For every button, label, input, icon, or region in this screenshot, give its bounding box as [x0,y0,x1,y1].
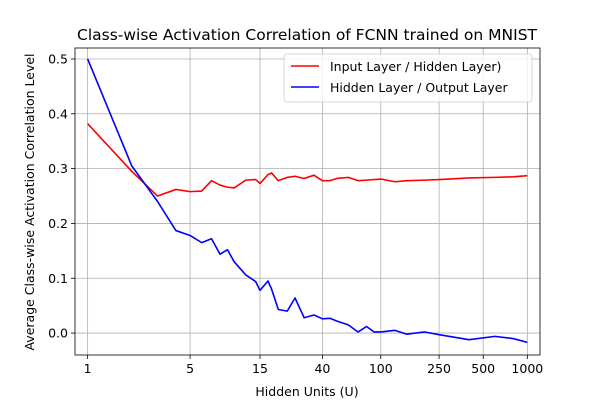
series-line-1 [86,58,528,344]
x-tick-label: 500 [471,361,495,376]
legend-label-input-hidden: Input Layer / Hidden Layer) [330,59,501,74]
x-tick-label: 1000 [511,361,543,376]
y-tick-label: 0.5 [48,51,68,66]
y-axis-label: Average Class-wise Activation Correlatio… [22,53,37,350]
plot-frame [74,47,541,356]
y-tick-label: 0.0 [48,326,68,341]
y-tick-label: 0.3 [48,161,68,176]
series-layer [86,58,528,344]
y-axis-ticks: 0.0 0.1 0.2 0.3 0.4 0.5 [48,51,75,341]
x-tick-label: 100 [369,361,393,376]
y-tick-label: 0.2 [48,216,68,231]
legend-box [283,53,533,103]
x-tick-label: 5 [186,361,194,376]
legend-label-hidden-output: Hidden Layer / Output Layer [330,80,508,95]
x-tick-label: 250 [427,361,451,376]
legend: Input Layer / Hidden Layer) Hidden Layer… [283,53,533,103]
x-tick-label: 40 [314,361,330,376]
series-line-0 [87,123,528,197]
x-axis-ticks: 1 5 15 40 100 250 500 1000 [84,355,543,376]
y-tick-label: 0.4 [48,106,68,121]
x-axis-label: Hidden Units (U) [255,384,358,399]
x-tick-label: 15 [252,361,268,376]
y-tick-label: 0.1 [48,271,68,286]
x-tick-label: 1 [84,361,92,376]
chart-title: Class-wise Activation Correlation of FCN… [77,26,538,44]
